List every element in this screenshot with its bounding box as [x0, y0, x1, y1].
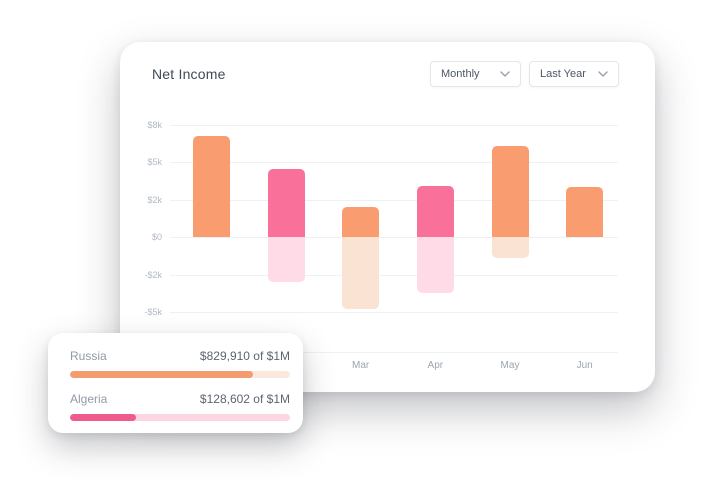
x-axis-tick-label: May: [500, 360, 520, 371]
gridline: [170, 125, 618, 126]
progress-value: $128,602 of $1M: [199, 392, 290, 406]
bar-apr-positive: [416, 186, 454, 238]
gridline: [170, 312, 618, 313]
bar-may-negative: [491, 237, 529, 258]
y-axis-tick-label: $2k: [147, 194, 162, 205]
progress-row-head: Russia $829,910 of $1M: [70, 349, 290, 364]
card-header: Net Income Monthly Last Year: [120, 42, 655, 87]
x-axis-tick-label: Apr: [427, 360, 444, 371]
y-axis-tick-label: $0: [151, 232, 162, 243]
bar-feb-positive: [267, 168, 305, 238]
bar-apr-negative: [416, 237, 454, 294]
progress-track: [70, 414, 290, 421]
period-dropdown-value: Monthly: [441, 68, 480, 80]
bar-mar-negative: [342, 237, 380, 310]
gridline: [170, 162, 618, 164]
progress-row-head: Algeria $128,602 of $1M: [70, 392, 290, 407]
y-axis-tick-label: $8k: [147, 120, 162, 130]
period-dropdown[interactable]: Monthly: [430, 61, 521, 87]
bar-jun-positive: [566, 187, 604, 238]
progress-fill: [70, 414, 136, 421]
progress-value: $829,910 of $1M: [199, 349, 290, 363]
page-title: Net Income: [152, 66, 226, 82]
x-axis-line: [170, 352, 618, 353]
gridline: [170, 199, 618, 201]
progress-row-algeria: Algeria $128,602 of $1M: [70, 392, 290, 421]
progress-track: [70, 371, 290, 378]
x-axis-tick-label: Mar: [352, 360, 370, 371]
country-progress-card: Russia $829,910 of $1M Algeria $128,602 …: [48, 333, 303, 433]
progress-row-russia: Russia $829,910 of $1M: [70, 349, 290, 378]
y-axis-tick-label: -$5k: [144, 307, 162, 317]
y-axis-tick-label: -$2k: [144, 269, 162, 280]
bar-feb-negative: [267, 237, 305, 283]
bar-jan-positive: [192, 136, 230, 238]
country-label: Russia: [70, 349, 107, 363]
range-dropdown-value: Last Year: [540, 68, 586, 80]
gridline: [170, 237, 618, 239]
x-axis-tick-label: Jun: [576, 360, 593, 371]
country-label: Algeria: [70, 392, 108, 406]
net-income-bar-chart: $8k$5k$2k$0-$2k-$5kJanFebMarAprMayJun: [120, 42, 655, 392]
progress-fill: [70, 371, 253, 378]
chevron-down-icon: [500, 71, 510, 77]
y-axis-tick-label: $5k: [147, 157, 162, 168]
bar-may-positive: [491, 146, 529, 238]
chart-controls: Monthly Last Year: [430, 61, 619, 87]
range-dropdown[interactable]: Last Year: [529, 61, 619, 87]
bar-mar-positive: [342, 207, 380, 238]
chevron-down-icon: [598, 71, 608, 77]
gridline: [170, 274, 618, 276]
